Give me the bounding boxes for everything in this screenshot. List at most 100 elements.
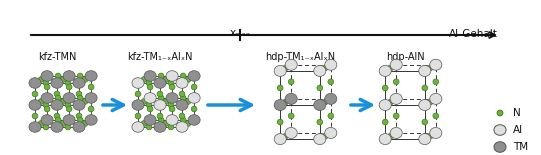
Ellipse shape xyxy=(154,122,166,132)
Ellipse shape xyxy=(430,59,442,70)
Text: xₘₐₓ: xₘₐₓ xyxy=(229,28,250,38)
Ellipse shape xyxy=(325,93,337,104)
Circle shape xyxy=(422,119,427,125)
Circle shape xyxy=(317,119,322,125)
Ellipse shape xyxy=(390,127,403,138)
Circle shape xyxy=(146,102,152,108)
Circle shape xyxy=(322,65,328,71)
Circle shape xyxy=(168,124,174,130)
Circle shape xyxy=(422,85,427,91)
Circle shape xyxy=(55,95,61,101)
Circle shape xyxy=(38,99,44,104)
Circle shape xyxy=(179,113,185,119)
Text: hdp-AlN: hdp-AlN xyxy=(386,52,424,62)
Circle shape xyxy=(497,110,503,116)
Circle shape xyxy=(427,133,433,139)
Ellipse shape xyxy=(379,134,391,145)
Circle shape xyxy=(322,133,328,139)
Ellipse shape xyxy=(274,100,286,111)
Ellipse shape xyxy=(176,100,188,110)
Circle shape xyxy=(76,91,82,97)
Circle shape xyxy=(433,79,439,85)
Circle shape xyxy=(168,80,174,86)
Circle shape xyxy=(191,84,197,90)
Ellipse shape xyxy=(73,78,85,88)
Circle shape xyxy=(77,73,83,79)
Ellipse shape xyxy=(430,127,442,138)
Circle shape xyxy=(328,113,334,119)
Circle shape xyxy=(433,113,439,119)
Circle shape xyxy=(38,121,44,126)
Ellipse shape xyxy=(494,125,506,135)
Circle shape xyxy=(283,133,288,139)
Ellipse shape xyxy=(132,122,144,132)
Circle shape xyxy=(158,95,164,101)
Circle shape xyxy=(288,79,294,85)
Ellipse shape xyxy=(188,71,200,81)
Circle shape xyxy=(60,77,66,82)
Ellipse shape xyxy=(85,115,97,125)
Ellipse shape xyxy=(390,93,403,104)
Ellipse shape xyxy=(379,100,391,111)
Ellipse shape xyxy=(29,78,41,88)
Ellipse shape xyxy=(314,65,326,76)
Circle shape xyxy=(147,84,153,90)
Circle shape xyxy=(179,91,185,97)
Ellipse shape xyxy=(494,142,506,152)
Circle shape xyxy=(43,124,49,130)
Text: hdp-TM₁₋ₓAlₓN: hdp-TM₁₋ₓAlₓN xyxy=(265,52,335,62)
Ellipse shape xyxy=(63,115,75,125)
Ellipse shape xyxy=(188,93,200,103)
Ellipse shape xyxy=(285,127,297,138)
Circle shape xyxy=(382,119,388,125)
Circle shape xyxy=(191,106,197,112)
Ellipse shape xyxy=(29,100,41,110)
Ellipse shape xyxy=(325,127,337,138)
Ellipse shape xyxy=(144,93,156,103)
Circle shape xyxy=(317,85,322,91)
Ellipse shape xyxy=(274,65,286,76)
Circle shape xyxy=(288,113,294,119)
Circle shape xyxy=(65,102,71,108)
Circle shape xyxy=(66,84,72,90)
Circle shape xyxy=(76,113,82,119)
Ellipse shape xyxy=(63,71,75,81)
Circle shape xyxy=(55,117,61,123)
Circle shape xyxy=(60,99,66,104)
Circle shape xyxy=(283,99,288,105)
Circle shape xyxy=(185,121,191,126)
Text: N: N xyxy=(513,108,521,118)
Circle shape xyxy=(65,80,71,86)
Circle shape xyxy=(88,84,94,90)
Circle shape xyxy=(141,77,147,82)
Circle shape xyxy=(158,73,164,79)
Ellipse shape xyxy=(274,134,286,145)
Circle shape xyxy=(44,84,50,90)
Circle shape xyxy=(135,113,141,119)
Circle shape xyxy=(168,102,174,108)
Ellipse shape xyxy=(41,93,53,103)
Circle shape xyxy=(393,113,399,119)
Circle shape xyxy=(328,79,334,85)
Circle shape xyxy=(82,121,88,126)
Circle shape xyxy=(88,106,94,112)
Ellipse shape xyxy=(154,78,166,88)
Ellipse shape xyxy=(419,100,431,111)
Ellipse shape xyxy=(63,93,75,103)
Ellipse shape xyxy=(285,59,297,70)
Circle shape xyxy=(77,95,83,101)
Circle shape xyxy=(32,91,38,97)
Ellipse shape xyxy=(154,100,166,110)
Circle shape xyxy=(163,121,169,126)
Circle shape xyxy=(157,113,163,119)
Ellipse shape xyxy=(51,100,63,110)
Circle shape xyxy=(32,113,38,119)
Circle shape xyxy=(388,99,393,105)
Circle shape xyxy=(163,77,169,82)
Circle shape xyxy=(157,91,163,97)
Circle shape xyxy=(185,77,191,82)
Ellipse shape xyxy=(419,134,431,145)
Ellipse shape xyxy=(325,59,337,70)
Ellipse shape xyxy=(285,93,297,104)
Circle shape xyxy=(54,91,60,97)
